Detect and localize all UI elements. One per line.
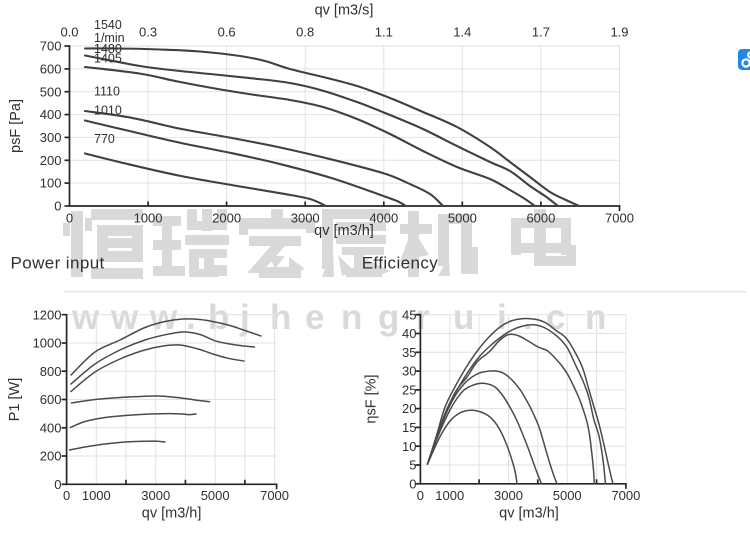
- svg-text:0.6: 0.6: [218, 25, 236, 40]
- svg-text:e: e: [305, 298, 324, 337]
- svg-text:3000: 3000: [291, 211, 320, 226]
- svg-text:1.9: 1.9: [610, 25, 628, 40]
- svg-text:0.0: 0.0: [60, 25, 78, 40]
- svg-text:ηsF [%]: ηsF [%]: [364, 374, 380, 423]
- svg-text:Efficiency: Efficiency: [362, 253, 439, 272]
- svg-text:1405: 1405: [94, 52, 122, 66]
- svg-text:5000: 5000: [553, 488, 582, 503]
- svg-text:5000: 5000: [448, 211, 477, 226]
- svg-text:7000: 7000: [605, 211, 634, 226]
- svg-text:.: .: [186, 298, 196, 337]
- svg-text:1540: 1540: [94, 18, 122, 32]
- svg-text:7000: 7000: [260, 488, 289, 503]
- svg-text:0: 0: [63, 488, 70, 503]
- svg-text:0: 0: [409, 476, 416, 491]
- svg-text:770: 770: [94, 132, 115, 146]
- svg-text:1480: 1480: [94, 42, 122, 56]
- svg-text:7000: 7000: [611, 488, 640, 503]
- svg-text:25: 25: [402, 382, 416, 397]
- svg-text:1110: 1110: [94, 85, 120, 99]
- svg-text:4000: 4000: [369, 211, 398, 226]
- svg-text:u: u: [453, 298, 474, 337]
- svg-text:600: 600: [40, 392, 62, 407]
- svg-text:.: .: [523, 298, 533, 337]
- svg-text:0.8: 0.8: [296, 25, 314, 40]
- svg-text:2000: 2000: [212, 211, 241, 226]
- svg-text:700: 700: [40, 39, 62, 54]
- svg-text:i: i: [497, 298, 507, 337]
- svg-text:5000: 5000: [201, 488, 230, 503]
- svg-text:100: 100: [40, 176, 62, 191]
- svg-text:45: 45: [402, 307, 416, 322]
- svg-text:0: 0: [66, 211, 73, 226]
- svg-text:1.7: 1.7: [532, 25, 550, 40]
- svg-text:400: 400: [40, 107, 62, 122]
- svg-text:w: w: [71, 298, 100, 337]
- svg-text:30: 30: [402, 364, 416, 379]
- svg-text:15: 15: [402, 420, 416, 435]
- svg-text:w: w: [110, 298, 139, 337]
- svg-text:psF [Pa]: psF [Pa]: [8, 99, 24, 153]
- svg-text:Power input: Power input: [11, 253, 105, 272]
- svg-text:40: 40: [402, 326, 416, 341]
- svg-text:qv [m3/h]: qv [m3/h]: [314, 223, 374, 239]
- svg-text:j: j: [239, 298, 250, 337]
- svg-text:1/min: 1/min: [94, 31, 125, 45]
- svg-text:n: n: [341, 298, 362, 337]
- svg-text:5: 5: [409, 458, 416, 473]
- svg-text:20: 20: [402, 401, 416, 416]
- svg-text:qv [m3/h]: qv [m3/h]: [499, 506, 559, 522]
- svg-text:1010: 1010: [94, 104, 122, 118]
- svg-text:6000: 6000: [526, 211, 555, 226]
- svg-text:1000: 1000: [134, 211, 163, 226]
- svg-text:qv [m3/s]: qv [m3/s]: [315, 3, 374, 19]
- svg-text:g: g: [378, 298, 399, 337]
- svg-text:200: 200: [40, 153, 62, 168]
- svg-text:b: b: [208, 298, 229, 337]
- svg-text:P1 [W]: P1 [W]: [7, 378, 23, 422]
- svg-text:1000: 1000: [33, 336, 62, 351]
- svg-text:0.3: 0.3: [139, 25, 157, 40]
- svg-text:1.4: 1.4: [453, 25, 471, 40]
- svg-text:r: r: [416, 298, 430, 337]
- svg-text:3000: 3000: [494, 488, 523, 503]
- svg-text:35: 35: [402, 345, 416, 360]
- svg-text:400: 400: [40, 420, 62, 435]
- svg-text:1.1: 1.1: [375, 25, 393, 40]
- svg-text:800: 800: [40, 364, 62, 379]
- svg-text:1000: 1000: [435, 488, 464, 503]
- svg-text:1000: 1000: [82, 488, 111, 503]
- svg-text:200: 200: [40, 449, 62, 464]
- svg-text:3000: 3000: [141, 488, 170, 503]
- svg-text:0: 0: [417, 488, 424, 503]
- svg-text:qv [m3/h]: qv [m3/h]: [142, 506, 202, 522]
- svg-text:1200: 1200: [33, 307, 62, 322]
- svg-text:h: h: [270, 298, 291, 337]
- svg-text:600: 600: [40, 61, 62, 76]
- svg-text:10: 10: [402, 439, 416, 454]
- svg-text:300: 300: [40, 130, 62, 145]
- svg-text:0: 0: [54, 199, 61, 214]
- svg-text:n: n: [585, 298, 606, 337]
- svg-text:500: 500: [40, 84, 62, 99]
- svg-text:w: w: [149, 298, 178, 337]
- svg-text:0: 0: [54, 477, 61, 492]
